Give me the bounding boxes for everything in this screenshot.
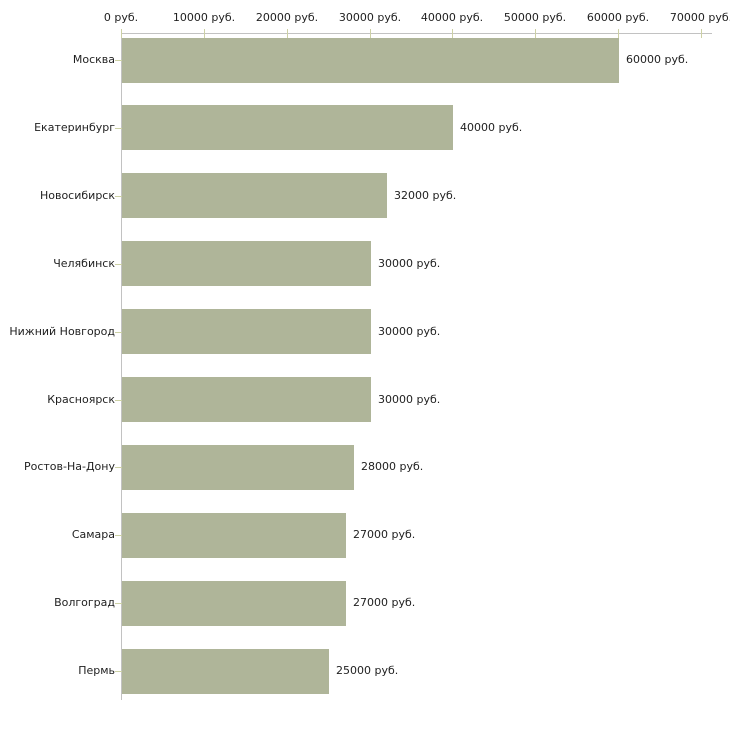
value-label: 28000 руб.	[361, 460, 424, 473]
x-axis-line	[121, 33, 712, 34]
x-tick-label: 20000 руб.	[255, 11, 319, 24]
x-tick-label: 50000 руб.	[503, 11, 567, 24]
value-label: 30000 руб.	[378, 325, 441, 338]
y-tick-mark	[115, 671, 122, 672]
value-label: 30000 руб.	[378, 257, 441, 270]
x-tick-mark	[370, 29, 371, 38]
value-label: 32000 руб.	[394, 189, 457, 202]
bar	[122, 173, 387, 218]
y-tick-mark	[115, 332, 122, 333]
x-tick-mark	[535, 29, 536, 38]
bar	[122, 241, 371, 286]
category-label: Пермь	[78, 664, 115, 677]
category-label: Волгоград	[54, 596, 115, 609]
x-tick-mark	[618, 29, 619, 38]
category-label: Екатеринбург	[34, 121, 115, 134]
y-tick-mark	[115, 467, 122, 468]
bar	[122, 445, 354, 490]
value-label: 60000 руб.	[626, 53, 689, 66]
y-tick-mark	[115, 535, 122, 536]
x-tick-label: 60000 руб.	[586, 11, 650, 24]
value-label: 27000 руб.	[353, 596, 416, 609]
y-tick-mark	[115, 400, 122, 401]
y-tick-mark	[115, 128, 122, 129]
category-label: Москва	[72, 53, 115, 66]
x-tick-label: 70000 руб.	[669, 11, 730, 24]
value-label: 25000 руб.	[336, 664, 399, 677]
category-label: Самара	[71, 528, 115, 541]
category-label: Новосибирск	[39, 189, 115, 202]
y-axis-line	[121, 33, 122, 700]
x-tick-label: 30000 руб.	[338, 11, 402, 24]
x-tick-mark	[121, 29, 122, 38]
y-tick-mark	[115, 603, 122, 604]
category-label: Ростов-На-Дону	[23, 460, 115, 473]
bar	[122, 513, 346, 558]
bar	[122, 649, 329, 694]
value-label: 27000 руб.	[353, 528, 416, 541]
bar	[122, 309, 371, 354]
y-tick-mark	[115, 264, 122, 265]
x-tick-label: 0 руб.	[103, 11, 139, 24]
category-label: Челябинск	[53, 257, 115, 270]
y-tick-mark	[115, 196, 122, 197]
value-label: 30000 руб.	[378, 393, 441, 406]
x-tick-label: 40000 руб.	[420, 11, 484, 24]
bar	[122, 105, 453, 150]
value-label: 40000 руб.	[460, 121, 523, 134]
bar	[122, 38, 619, 83]
bar	[122, 377, 371, 422]
x-tick-label: 10000 руб.	[172, 11, 236, 24]
x-tick-mark	[452, 29, 453, 38]
category-label: Нижний Новгород	[9, 325, 115, 338]
x-tick-mark	[287, 29, 288, 38]
x-tick-mark	[701, 29, 702, 38]
x-tick-mark	[204, 29, 205, 38]
y-tick-mark	[115, 60, 122, 61]
category-label: Красноярск	[47, 393, 115, 406]
bar	[122, 581, 346, 626]
